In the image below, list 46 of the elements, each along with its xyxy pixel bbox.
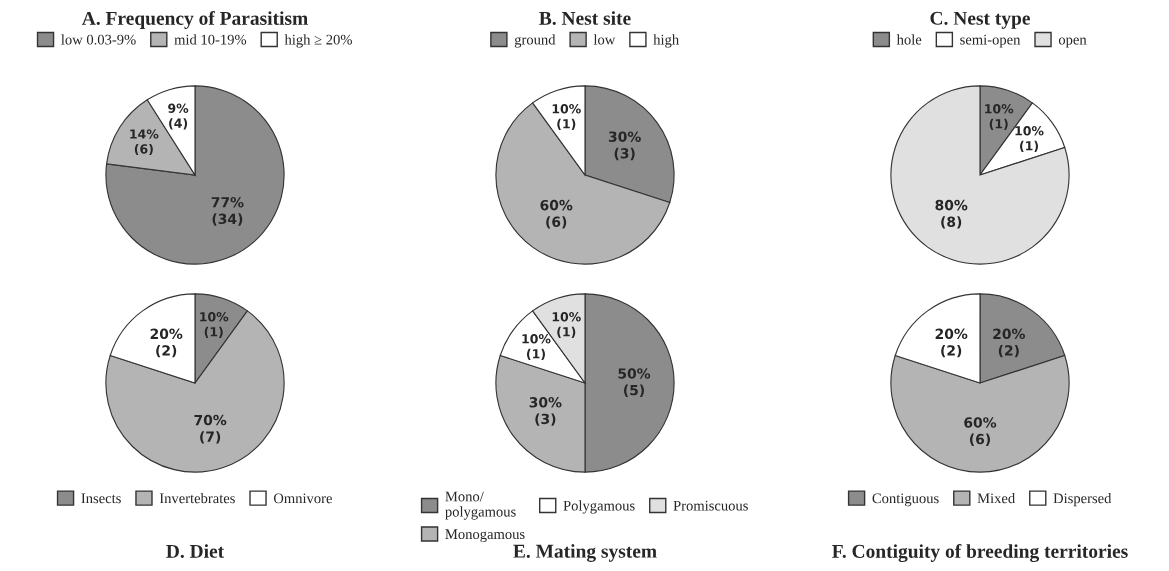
data-label: 10% (1) (200, 312, 229, 338)
data-label: 10% (1) (1015, 126, 1044, 152)
legend-label: hole (896, 34, 922, 45)
legend-label: Omnivore (273, 493, 332, 504)
text: F. Contiguity of breeding territories (832, 544, 1128, 562)
data-label: 20% (2) (150, 328, 183, 358)
data-label: 30% (3) (529, 397, 562, 426)
legend-label: Polygamous (563, 500, 635, 514)
pie-slice (890, 85, 1070, 265)
legend-label: low (593, 34, 616, 45)
data-label: 14% (6) (130, 129, 159, 156)
legend-label: low 0.03-9% (61, 34, 136, 45)
legend-label: Invertebrates (159, 492, 235, 504)
data-label: 60% (6) (964, 417, 997, 446)
chart-title: A. Frequency of Parasitism (81, 11, 308, 29)
data-label: 10% (1) (985, 104, 1014, 130)
legend-label: high ≥ 20% (284, 34, 352, 48)
legend-label: Dispersed (1053, 492, 1112, 507)
data-label: 77% (34) (211, 196, 244, 226)
text: E. Mating system (513, 544, 657, 562)
data-label: 70% (7) (194, 414, 227, 444)
legend-label: open (1058, 37, 1087, 48)
text: D. Diet (166, 544, 225, 558)
data-label: 80% (8) (935, 199, 968, 229)
data-label: 10% (1) (552, 104, 581, 130)
legend-label: high (653, 34, 679, 48)
legend-label: Mono/ polygamous (445, 491, 516, 520)
chart-title: B. Nest site (539, 11, 631, 25)
data-label: 10% (1) (552, 312, 581, 338)
data-label: 20% (2) (935, 328, 968, 358)
data-label: 60% (6) (540, 199, 573, 229)
legend-label: ground (514, 34, 556, 48)
data-label: 9% (4) (168, 103, 189, 130)
pie-slice (105, 85, 285, 265)
legend-label: Promiscuous (673, 500, 748, 511)
legend-label: Insects (81, 493, 121, 504)
data-label: 10% (1) (522, 334, 551, 360)
legend-label: Contiguous (872, 493, 939, 507)
legend-label: mid 10-19% (174, 34, 247, 45)
data-label: 20% (2) (993, 328, 1025, 358)
legend-label: semi-open (960, 34, 1021, 48)
legend-label: Mixed (977, 492, 1015, 504)
chart-title: C. Nest type (930, 11, 1030, 29)
data-label: 30% (3) (608, 131, 641, 161)
legend-label: Monogamous (445, 529, 525, 543)
data-label: 50% (5) (618, 368, 651, 397)
